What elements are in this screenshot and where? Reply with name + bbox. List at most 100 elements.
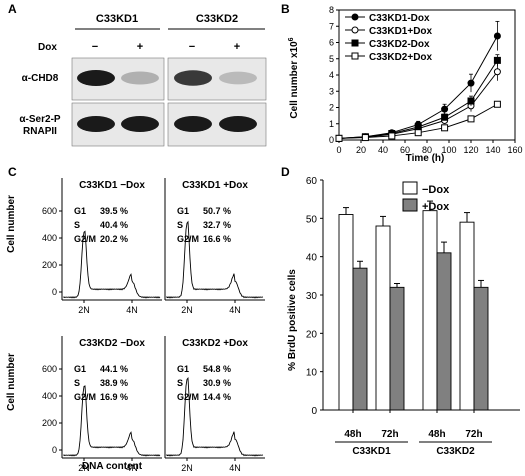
c-xtick-label: 2N [181, 463, 193, 473]
d-bar [375, 225, 391, 411]
b-point [467, 97, 475, 105]
c-ytick-label: 600 [42, 206, 57, 216]
d-category-label: 48h [428, 429, 445, 440]
c-stat-label: S [74, 220, 80, 230]
b-xtick-label: 40 [378, 145, 388, 155]
d-legend-swatch [402, 198, 418, 212]
b-point [493, 32, 501, 40]
panel-d-ylabel: % BrdU positive cells [287, 269, 298, 371]
row-label-ser2p: α-Ser2-P [19, 114, 60, 125]
band-row1-C33KD1-lane0 [77, 116, 115, 132]
c-stat-value: 16.9 % [100, 392, 128, 402]
band-row0-C33KD1-lane1 [121, 71, 159, 85]
c-ytick-label: 400 [42, 233, 57, 243]
b-point [493, 56, 501, 64]
c-stat-value: 16.6 % [203, 234, 231, 244]
cell-cycle-histograms: C Cell number Cell number DNA content C3… [6, 165, 265, 473]
c-stat-value: 44.1 % [100, 364, 128, 374]
c-stat-label: S [177, 220, 183, 230]
c-ytick-label: 200 [42, 260, 57, 270]
c-stat-label: S [177, 378, 183, 388]
b-xtick-label: 100 [441, 145, 456, 155]
c-ytick-label: 0 [52, 287, 57, 297]
c-stat-label: G1 [177, 206, 189, 216]
b-point [441, 113, 449, 121]
c-stat-label: G2/M [177, 392, 199, 402]
b-legend-label: C33KD1-Dox [369, 13, 430, 24]
b-legend-label: C33KD1+Dox [369, 26, 433, 37]
c-xtick-label: 4N [126, 463, 138, 473]
c-xtick-label: 2N [78, 463, 90, 473]
d-legend-label: +Dox [422, 201, 450, 213]
d-bar [473, 286, 489, 411]
band-row1-C33KD1-lane1 [121, 116, 159, 132]
band-row0-C33KD1-lane0 [77, 70, 115, 86]
b-legend-marker [351, 26, 359, 34]
panel-c-letter: C [8, 165, 17, 179]
d-ytick-label: 10 [306, 368, 318, 379]
panel-a-letter: A [8, 2, 17, 16]
b-legend-label: C33KD2-Dox [369, 39, 430, 50]
band-row1-C33KD2-lane1 [219, 116, 257, 132]
c-xtick-label: 2N [78, 305, 90, 315]
b-ytick-label: 7 [329, 21, 334, 31]
b-point [414, 129, 422, 137]
d-category-label: 72h [465, 429, 482, 440]
panel-c-xlabel: DNA content [82, 461, 143, 472]
c-stat-label: G1 [177, 364, 189, 374]
c-stat-label: S [74, 378, 80, 388]
panel-d-letter: D [281, 165, 290, 179]
b-point [467, 79, 475, 87]
c-stat-value: 39.5 % [100, 206, 128, 216]
c-stat-value: 54.8 % [203, 364, 231, 374]
c-xtick-label: 2N [181, 305, 193, 315]
c-histogram-trace [63, 230, 161, 299]
band-row0-C33KD2-lane0 [174, 70, 212, 86]
d-group-label: C33KD1 [352, 446, 391, 457]
panel-b-letter: B [281, 2, 290, 16]
lane-plus-2: + [234, 41, 240, 53]
c-stat-value: 30.9 % [203, 378, 231, 388]
c-stat-value: 38.9 % [100, 378, 128, 388]
b-ytick-label: 3 [329, 86, 334, 96]
d-group-label: C33KD2 [436, 446, 475, 457]
b-point [441, 105, 449, 113]
d-category-label: 72h [381, 429, 398, 440]
c-xtick-label: 4N [229, 463, 241, 473]
panel-c-ylabel-bottom: Cell number [6, 353, 17, 411]
b-legend-label: C33KD2+Dox [369, 52, 433, 63]
panel-a-blot: A C33KD1 C33KD2 Dox − + − + α-CHD8 α-Ser… [8, 2, 267, 147]
d-ytick-label: 0 [311, 406, 317, 417]
c-ytick-label: 400 [42, 391, 57, 401]
c-stat-label: G2/M [74, 234, 96, 244]
b-xtick-label: 160 [507, 145, 522, 155]
b-legend-marker [351, 13, 359, 21]
c-ytick-label: 200 [42, 418, 57, 428]
panel-c-ylabel-top: Cell number [6, 195, 17, 253]
row-label-chd8: α-CHD8 [22, 73, 59, 84]
dox-label: Dox [38, 42, 57, 53]
brdu-bar-chart: D % BrdU positive cells 0 10 20 30 40 50 60 48h… [281, 165, 520, 457]
b-point [441, 124, 449, 132]
d-bar [422, 210, 438, 411]
d-bar [459, 221, 475, 411]
d-ytick-label: 30 [306, 291, 318, 302]
panel-b-xlabel: Time (h) [406, 153, 445, 164]
b-ytick-label: 2 [329, 103, 334, 113]
c-xtick-label: 4N [126, 305, 138, 315]
c-ytick-label: 0 [52, 445, 57, 455]
c-stat-value: 32.7 % [203, 220, 231, 230]
d-legend-swatch [402, 181, 418, 195]
group-label-c33kd2: C33KD2 [196, 13, 238, 25]
b-xtick-label: 120 [463, 145, 478, 155]
b-point [493, 68, 501, 76]
growth-curve-chart: B Cell number x106 Time (h) 0 20 40 60 80 100… [281, 2, 523, 164]
c-histogram-title: C33KD2 +Dox [182, 338, 248, 349]
b-ytick-label: 4 [329, 70, 334, 80]
d-bar [436, 252, 452, 411]
c-stat-label: G2/M [74, 392, 96, 402]
c-stat-value: 20.2 % [100, 234, 128, 244]
c-stat-label: G2/M [177, 234, 199, 244]
c-stat-label: G1 [74, 206, 86, 216]
c-histogram-trace [166, 377, 264, 457]
